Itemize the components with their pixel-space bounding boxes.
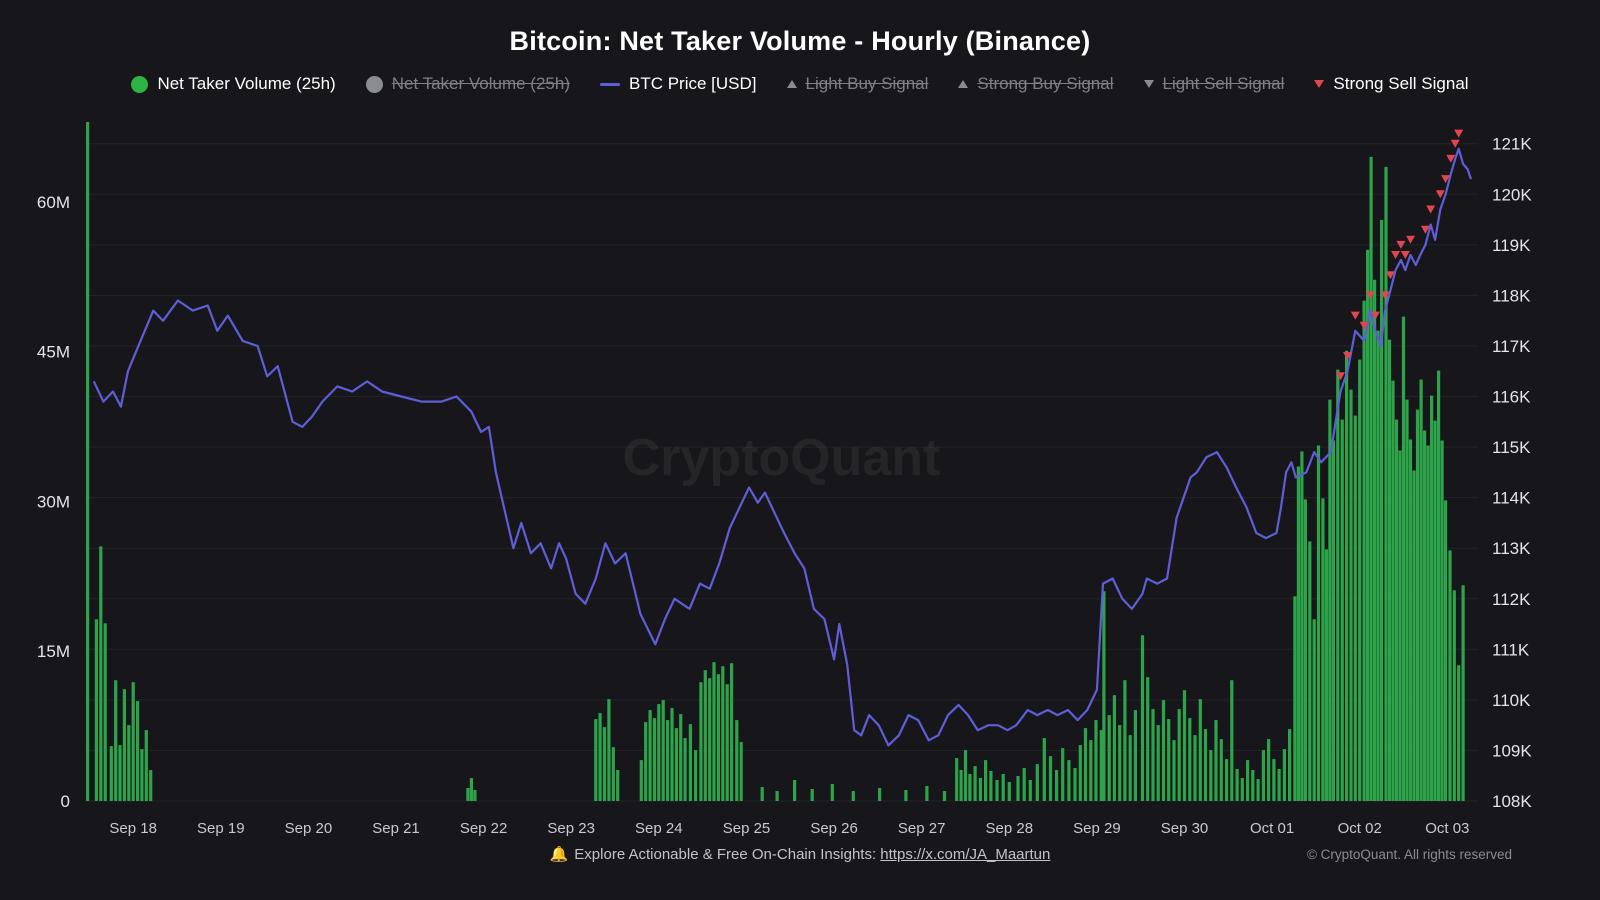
page-title: Bitcoin: Net Taker Volume - Hourly (Bina… — [509, 26, 1091, 56]
footer-promo-link[interactable]: https://x.com/JA_Maartun — [880, 846, 1051, 863]
svg-text:Sep 24: Sep 24 — [635, 820, 683, 837]
triangle-down-icon — [1143, 80, 1154, 88]
triangle-up-icon — [958, 80, 969, 88]
legend: Net Taker Volume (25h) Net Taker Volume (… — [0, 74, 1600, 94]
bell-icon: 🔔 — [549, 846, 569, 863]
svg-text:Sep 19: Sep 19 — [197, 820, 245, 837]
svg-text:30M: 30M — [37, 492, 70, 511]
volume-bars — [86, 122, 1465, 802]
legend-label: Net Taker Volume (25h) — [157, 74, 336, 93]
svg-text:60M: 60M — [37, 193, 70, 212]
x-axis-labels: Sep 18 Sep 19 Sep 20 Sep 21 Sep 22 Sep 23 Sep … — [109, 820, 1469, 837]
svg-text:109K: 109K — [1492, 741, 1532, 760]
legend-item-net-taker-volume-25h-0[interactable]: Net Taker Volume (25h) — [131, 74, 336, 94]
legend-item-strong-sell-signal-6[interactable]: Strong Sell Signal — [1314, 74, 1469, 94]
legend-label: Strong Sell Signal — [1333, 74, 1469, 93]
svg-text:114K: 114K — [1492, 489, 1531, 508]
svg-text:110K: 110K — [1492, 691, 1531, 710]
svg-text:108K: 108K — [1492, 792, 1532, 811]
svg-text:Sep 18: Sep 18 — [109, 820, 157, 837]
legend-label: Net Taker Volume (25h) — [391, 74, 570, 93]
svg-text:15M: 15M — [37, 642, 70, 661]
svg-text:0: 0 — [61, 792, 70, 811]
svg-text:Oct 03: Oct 03 — [1425, 820, 1469, 837]
svg-text:Sep 21: Sep 21 — [372, 820, 420, 837]
svg-text:Sep 20: Sep 20 — [285, 820, 333, 837]
svg-text:111K: 111K — [1492, 640, 1530, 659]
y-axis-right-labels: 108K 109K 110K 111K 112K 113K 114K 115K 116K 117K… — [1492, 135, 1532, 811]
line-marker-icon — [600, 82, 620, 86]
circle-marker-icon — [131, 75, 149, 93]
svg-text:116K: 116K — [1492, 388, 1531, 407]
svg-text:Oct 01: Oct 01 — [1250, 820, 1294, 837]
svg-text:113K: 113K — [1492, 539, 1531, 558]
svg-text:Sep 29: Sep 29 — [1073, 820, 1121, 837]
gridlines — [85, 143, 1478, 802]
svg-text:Sep 22: Sep 22 — [460, 820, 508, 837]
svg-text:45M: 45M — [37, 343, 70, 362]
triangle-up-icon — [786, 80, 797, 88]
svg-text:120K: 120K — [1492, 185, 1532, 204]
svg-text:118K: 118K — [1492, 286, 1531, 305]
legend-label: Strong Buy Signal — [977, 74, 1114, 93]
svg-text:Oct 02: Oct 02 — [1338, 820, 1382, 837]
legend-item-light-sell-signal-5[interactable]: Light Sell Signal — [1143, 74, 1285, 94]
legend-label: BTC Price [USD] — [629, 74, 757, 93]
legend-label: Light Sell Signal — [1162, 74, 1285, 93]
svg-text:121K: 121K — [1492, 135, 1532, 154]
svg-text:Sep 28: Sep 28 — [986, 820, 1034, 837]
svg-text:Sep 26: Sep 26 — [810, 820, 858, 837]
svg-text:Sep 27: Sep 27 — [898, 820, 946, 837]
legend-item-net-taker-volume-25h-1[interactable]: Net Taker Volume (25h) — [365, 74, 570, 94]
btc-price-line — [92, 147, 1473, 747]
svg-text:115K: 115K — [1492, 438, 1531, 457]
svg-text:Sep 23: Sep 23 — [547, 820, 595, 837]
legend-label: Light Buy Signal — [805, 74, 929, 93]
circle-marker-icon — [365, 75, 383, 93]
triangle-down-icon — [1314, 80, 1325, 88]
legend-item-btc-price-usd-2[interactable]: BTC Price [USD] — [600, 74, 757, 94]
svg-text:119K: 119K — [1492, 236, 1531, 255]
svg-text:117K: 117K — [1492, 337, 1531, 356]
svg-text:112K: 112K — [1492, 590, 1531, 609]
footer-promo: 🔔 Explore Actionable & Free On-Chain Insi… — [0, 845, 1600, 863]
legend-item-light-buy-signal-3[interactable]: Light Buy Signal — [786, 74, 929, 94]
strong-sell-signal-markers — [1336, 129, 1464, 381]
svg-text:Sep 25: Sep 25 — [723, 820, 771, 837]
legend-item-strong-buy-signal-4[interactable]: Strong Buy Signal — [958, 74, 1114, 94]
copyright-notice: © CryptoQuant. All rights reserved — [1306, 847, 1512, 862]
svg-text:Sep 30: Sep 30 — [1161, 820, 1209, 837]
footer-promo-text: Explore Actionable & Free On-Chain Insig… — [574, 846, 881, 863]
y-axis-left-labels: 0 15M 30M 45M 60M — [37, 193, 70, 811]
